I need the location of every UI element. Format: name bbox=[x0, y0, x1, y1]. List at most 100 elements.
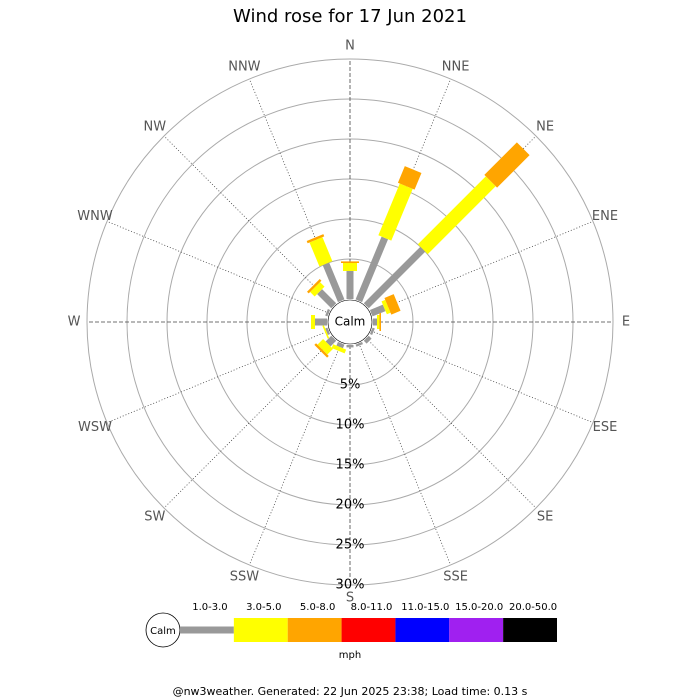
wind-bar bbox=[325, 335, 337, 347]
direction-label: WSW bbox=[78, 420, 112, 435]
direction-label: NNW bbox=[228, 60, 260, 75]
wind-bar bbox=[373, 318, 377, 326]
legend-label: 5.0-8.0 bbox=[300, 602, 335, 613]
legend-swatch bbox=[395, 618, 450, 642]
legend-label: 8.0-11.0 bbox=[351, 602, 393, 613]
direction-bars bbox=[314, 335, 337, 358]
wind-bar bbox=[317, 338, 334, 355]
wind-bar bbox=[484, 142, 530, 188]
direction-bars bbox=[325, 309, 331, 317]
wind-bar bbox=[317, 289, 337, 309]
direction-bars bbox=[311, 315, 327, 329]
direction-bars bbox=[346, 345, 354, 348]
direction-label: N bbox=[345, 39, 355, 54]
wind-bar bbox=[314, 343, 329, 358]
wind-bar bbox=[384, 294, 401, 315]
wind-bar bbox=[306, 234, 325, 244]
wind-bar bbox=[376, 315, 380, 329]
direction-bars bbox=[322, 325, 331, 339]
legend-swatch bbox=[233, 618, 288, 642]
wind-bar bbox=[325, 327, 331, 335]
direction-label: W bbox=[68, 315, 81, 330]
direction-label: SSW bbox=[230, 569, 260, 584]
r-tick-label: 15% bbox=[336, 458, 365, 473]
wind-bar bbox=[307, 279, 322, 294]
ring bbox=[86, 58, 614, 586]
chart-title: Wind rose for 17 Jun 2021 bbox=[233, 6, 467, 27]
unit-label: mph bbox=[339, 650, 361, 661]
direction-bars bbox=[307, 279, 337, 309]
spoke bbox=[371, 220, 594, 314]
wind-bar bbox=[363, 246, 426, 309]
wind-bar bbox=[355, 341, 363, 347]
calm-label: Calm bbox=[335, 315, 366, 329]
legend-label: 20.0-50.0 bbox=[509, 602, 557, 613]
wind-bar bbox=[369, 327, 375, 335]
wind-bar bbox=[397, 166, 422, 190]
legend-swatch bbox=[503, 618, 557, 642]
legend-label: 15.0-20.0 bbox=[455, 602, 503, 613]
wind-bar bbox=[378, 183, 413, 241]
wind-bar bbox=[381, 299, 391, 315]
wind-bar bbox=[355, 236, 389, 303]
r-tick-label: 10% bbox=[336, 418, 365, 433]
legend-label: 11.0-15.0 bbox=[401, 602, 449, 613]
legend-swatch bbox=[341, 618, 396, 642]
spoke bbox=[248, 343, 342, 566]
direction-bars bbox=[369, 294, 401, 317]
spoke bbox=[106, 220, 329, 314]
wind-bar bbox=[310, 282, 325, 297]
r-tick-label: 25% bbox=[336, 538, 365, 553]
wind-bar bbox=[346, 271, 354, 299]
wind-bar bbox=[346, 345, 354, 348]
direction-bars bbox=[363, 142, 530, 309]
wind-bar bbox=[322, 325, 330, 339]
calm-circle bbox=[327, 299, 373, 345]
r-tick-label: 20% bbox=[336, 498, 365, 513]
wind-bar bbox=[331, 344, 347, 354]
spoke bbox=[371, 330, 594, 424]
direction-label: S bbox=[346, 591, 354, 606]
wind-bar bbox=[315, 318, 327, 326]
direction-label: ESE bbox=[593, 420, 618, 435]
wind-bar bbox=[369, 304, 386, 317]
direction-label: NE bbox=[536, 119, 554, 134]
direction-bars bbox=[306, 234, 345, 303]
direction-label: NNE bbox=[442, 60, 470, 75]
legend-label: 1.0-3.0 bbox=[192, 602, 227, 613]
direction-label: SSE bbox=[443, 569, 468, 584]
wind-bar bbox=[417, 176, 496, 255]
direction-label: ENE bbox=[592, 209, 618, 224]
spoke bbox=[163, 135, 335, 307]
direction-label: E bbox=[622, 315, 630, 330]
direction-label: NW bbox=[144, 119, 167, 134]
direction-bars bbox=[373, 313, 381, 331]
legend-swatch bbox=[287, 618, 342, 642]
wind-bar bbox=[343, 263, 357, 271]
legend-swatch bbox=[449, 618, 504, 642]
legend-calm-label: Calm bbox=[150, 626, 176, 637]
r-tick-label: 5% bbox=[340, 378, 361, 393]
legend-label: 3.0-5.0 bbox=[246, 602, 281, 613]
direction-bars bbox=[355, 341, 363, 347]
direction-bars bbox=[369, 327, 375, 335]
wind-bar bbox=[341, 261, 359, 263]
spoke bbox=[163, 337, 335, 509]
direction-label: WNW bbox=[77, 209, 113, 224]
spoke bbox=[358, 343, 452, 566]
spoke bbox=[365, 337, 537, 509]
r-tick-label: 30% bbox=[336, 578, 365, 593]
direction-label: SE bbox=[537, 510, 553, 525]
spoke bbox=[106, 330, 329, 424]
legend-swatch bbox=[180, 626, 234, 634]
wind-bar bbox=[309, 237, 333, 267]
wind-bar bbox=[363, 335, 372, 344]
direction-label: SW bbox=[144, 510, 165, 525]
wind-bar bbox=[311, 315, 315, 329]
direction-bars bbox=[363, 335, 372, 344]
direction-bars bbox=[341, 261, 359, 299]
wind-bar bbox=[325, 309, 331, 317]
wind-bar bbox=[379, 313, 381, 331]
direction-bars bbox=[355, 166, 422, 303]
